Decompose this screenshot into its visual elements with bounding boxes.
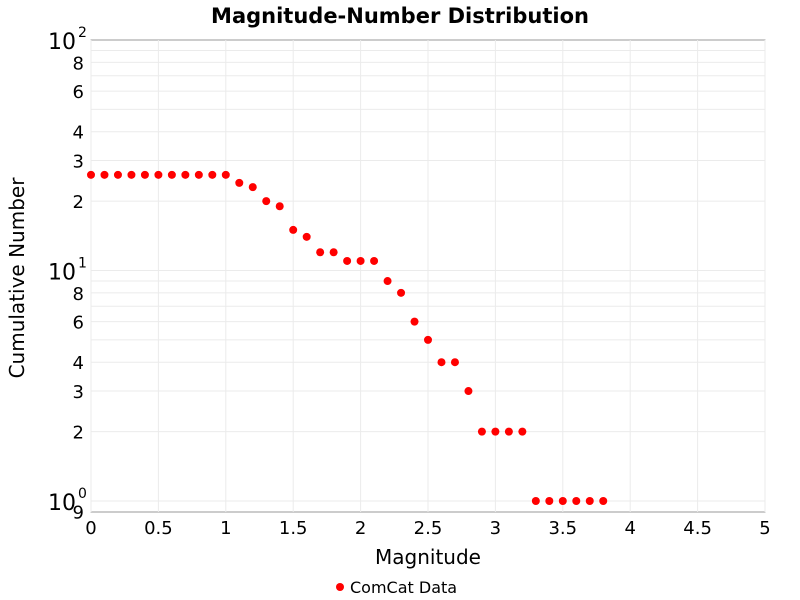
y-tick-label: 9 bbox=[73, 503, 84, 524]
data-point bbox=[518, 427, 527, 436]
y-tick-label-exponent: 2 bbox=[78, 25, 87, 41]
y-tick-label: 2 bbox=[73, 423, 84, 444]
y-tick-label: 8 bbox=[73, 53, 84, 74]
y-axis-label: Cumulative Number bbox=[5, 177, 29, 379]
data-point bbox=[585, 497, 594, 505]
x-tick-label: 2.5 bbox=[414, 518, 443, 539]
data-point bbox=[154, 170, 163, 179]
y-tick-label-base: 10 bbox=[48, 491, 76, 516]
y-tick-label-exponent: 0 bbox=[78, 486, 87, 502]
x-tick-label: 3 bbox=[490, 518, 501, 539]
data-point bbox=[572, 497, 581, 505]
data-point bbox=[531, 497, 540, 505]
data-point bbox=[450, 358, 459, 367]
data-point bbox=[140, 170, 149, 179]
data-point bbox=[329, 248, 338, 257]
x-tick-label: 0.5 bbox=[144, 518, 173, 539]
data-point bbox=[167, 170, 176, 179]
chart-title: Magnitude-Number Distribution bbox=[211, 4, 589, 28]
y-tick-label-base: 10 bbox=[48, 30, 76, 55]
data-point bbox=[316, 248, 325, 257]
data-point bbox=[127, 170, 136, 179]
data-point bbox=[208, 170, 217, 179]
data-point bbox=[599, 497, 608, 505]
data-point bbox=[113, 170, 122, 179]
y-tick-label: 8 bbox=[73, 284, 84, 305]
data-point bbox=[464, 387, 473, 396]
x-tick-label: 4.5 bbox=[683, 518, 712, 539]
y-tick-label: 2 bbox=[73, 192, 84, 213]
y-tick-label: 6 bbox=[73, 313, 84, 334]
data-point bbox=[343, 256, 352, 265]
y-tick-label-base: 10 bbox=[48, 261, 76, 286]
data-point bbox=[356, 256, 365, 265]
y-tick-label: 6 bbox=[73, 82, 84, 103]
legend-marker bbox=[336, 583, 344, 591]
x-tick-label: 3.5 bbox=[548, 518, 577, 539]
x-tick-label: 0 bbox=[85, 518, 96, 539]
data-point bbox=[194, 170, 203, 179]
data-point bbox=[477, 427, 486, 436]
data-point bbox=[558, 497, 567, 505]
data-point bbox=[491, 427, 500, 436]
y-tick-label-exponent: 1 bbox=[78, 256, 87, 272]
data-point bbox=[545, 497, 554, 505]
data-point bbox=[248, 183, 257, 192]
data-point bbox=[221, 170, 230, 179]
x-tick-label: 1.5 bbox=[279, 518, 308, 539]
y-tick-label: 3 bbox=[73, 382, 84, 403]
x-tick-label: 1 bbox=[220, 518, 231, 539]
data-point bbox=[370, 256, 379, 265]
data-point bbox=[397, 288, 406, 297]
y-tick-label: 3 bbox=[73, 152, 84, 173]
data-point bbox=[181, 170, 190, 179]
x-tick-label: 4 bbox=[624, 518, 635, 539]
data-point bbox=[289, 225, 298, 234]
data-point bbox=[100, 170, 109, 179]
x-tick-label: 2 bbox=[355, 518, 366, 539]
legend-label: ComCat Data bbox=[350, 578, 457, 597]
data-point bbox=[383, 277, 392, 286]
data-point bbox=[410, 317, 419, 326]
data-point bbox=[302, 232, 311, 241]
data-point bbox=[437, 358, 446, 367]
x-axis-label: Magnitude bbox=[375, 545, 481, 569]
data-point bbox=[87, 170, 95, 179]
data-point bbox=[275, 202, 284, 211]
data-point bbox=[504, 427, 513, 436]
data-point bbox=[262, 197, 271, 206]
x-tick-label: 5 bbox=[759, 518, 770, 539]
y-tick-label: 4 bbox=[73, 353, 84, 374]
data-point bbox=[424, 335, 432, 344]
data-point bbox=[235, 178, 244, 187]
y-tick-label: 4 bbox=[73, 123, 84, 144]
